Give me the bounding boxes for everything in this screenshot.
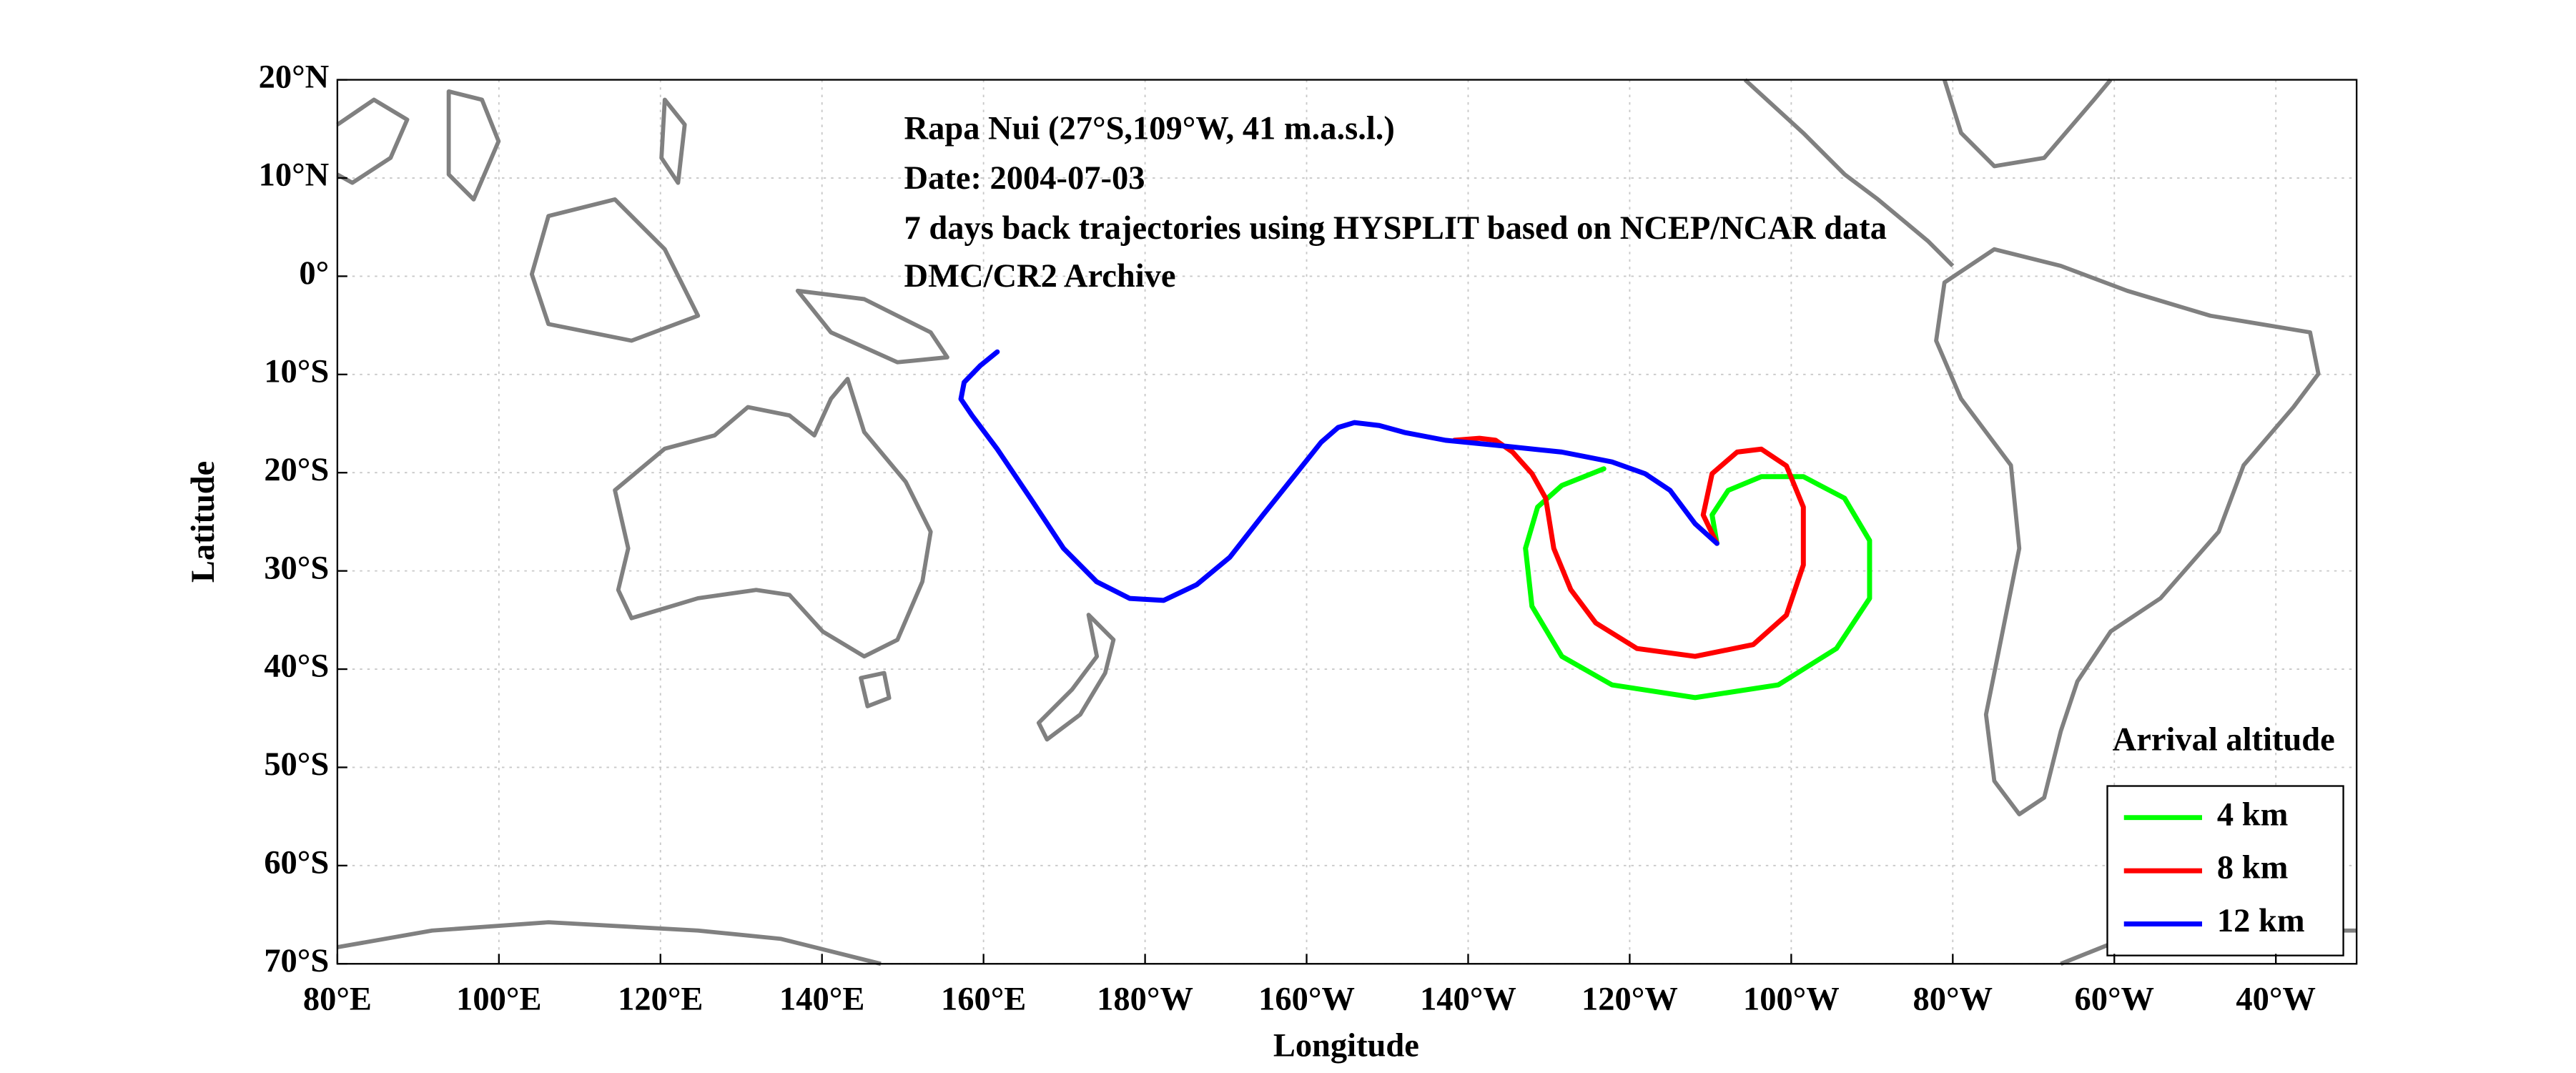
x-tick-label: 60°W	[2074, 981, 2154, 1017]
y-tick-label: 20°N	[259, 59, 330, 95]
legend-label: 4 km	[2217, 796, 2288, 833]
x-tick-label: 160°W	[1258, 981, 1355, 1017]
axes-frame	[336, 79, 2358, 965]
x-tick-label: 100°E	[456, 981, 541, 1017]
trajectory	[1523, 466, 1872, 701]
annotation: DMC/CR2 Archive	[904, 258, 1176, 295]
x-tick-label: 120°E	[618, 981, 703, 1017]
y-tick-label: 70°S	[264, 943, 329, 979]
legend: 4 km 8 km 12 km	[2106, 785, 2344, 956]
x-tick-label: 140°E	[779, 981, 864, 1017]
legend-label: 12 km	[2217, 903, 2305, 939]
y-tick-label: 0°	[299, 255, 329, 292]
x-tick-label: 80°W	[1913, 981, 1993, 1017]
trajectory	[1451, 435, 1806, 659]
legend-label: 8 km	[2217, 850, 2288, 886]
trajectory	[958, 349, 1719, 603]
y-tick-label: 10°N	[259, 157, 330, 194]
coastline	[795, 288, 949, 365]
y-tick-label: 30°S	[264, 550, 329, 586]
coastline	[613, 377, 933, 659]
legend-title: Arrival altitude	[2113, 722, 2335, 758]
legend-box	[2106, 785, 2344, 956]
x-tick-label: 80°E	[303, 981, 372, 1017]
y-tick-label: 50°S	[264, 746, 329, 783]
y-tick-label: 10°S	[264, 353, 329, 390]
x-tick-label: 40°W	[2236, 981, 2316, 1017]
x-axis-label: Longitude	[1273, 1027, 1419, 1064]
annotation: Rapa Nui (27°S,109°W, 41 m.a.s.l.)	[904, 110, 1395, 147]
annotation: Date: 2004-07-03	[904, 160, 1145, 197]
y-axis-label: Latitude	[185, 461, 222, 583]
coastline	[1743, 78, 2113, 268]
annotation: 7 days back trajectories using HYSPLIT b…	[904, 210, 1887, 247]
coastline	[859, 671, 892, 708]
coastline	[336, 89, 687, 202]
coastline	[529, 197, 701, 343]
plot-area	[958, 349, 1872, 701]
x-tick-label: 120°W	[1581, 981, 1678, 1017]
x-tick-label: 160°E	[941, 981, 1026, 1017]
y-tick-label: 20°S	[264, 452, 329, 488]
grid	[336, 79, 2357, 965]
x-tick-label: 180°W	[1097, 981, 1193, 1017]
coastline	[1934, 247, 2321, 816]
coastline	[1036, 613, 1116, 742]
x-tick-label: 140°W	[1420, 981, 1516, 1017]
y-tick-label: 40°S	[264, 648, 329, 685]
y-tick-label: 60°S	[264, 845, 329, 881]
x-tick-label: 100°W	[1743, 981, 1840, 1017]
